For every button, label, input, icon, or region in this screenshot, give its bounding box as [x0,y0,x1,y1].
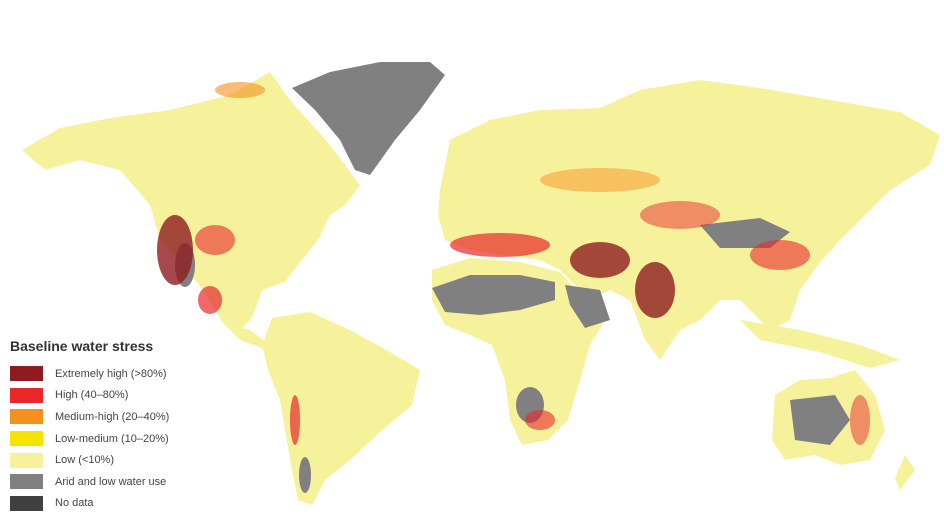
legend-title: Baseline water stress [10,338,154,354]
legend-item-extremely-high: Extremely high (>80%) [8,363,228,385]
canada-arctic-medium-high [215,82,265,98]
north-america [22,72,360,330]
india-extreme [635,262,675,318]
us-central-high [195,225,235,255]
china-high [750,240,810,270]
russia-medium-high [540,168,660,192]
legend-label: Low (<10%) [55,454,115,467]
legend-swatch [10,495,43,511]
us-west-extreme [157,215,193,285]
new-zealand [895,455,915,490]
legend-swatch [10,366,43,382]
legend-swatch [10,452,43,468]
legend-label: Extremely high (>80%) [55,367,167,380]
legend-item-low: Low (<10%) [8,449,228,471]
legend-label: Medium-high (20–40%) [55,410,170,423]
legend-swatch [10,387,43,403]
legend-swatch [10,474,43,490]
greenland [292,62,445,175]
legend-item-medium-high: Medium-high (20–40%) [8,406,228,428]
chile-high [290,395,300,445]
australia-interior [790,395,850,445]
arid-regions [175,62,850,493]
legend-label: Low-medium (10–20%) [55,432,169,445]
legend-label: No data [55,497,94,510]
central-asia-high [640,201,720,229]
central-asia-desert [700,218,790,248]
legend-item-low-medium: Low-medium (10–20%) [8,428,228,450]
legend: Baseline water stress Extremely high (>8… [8,338,228,514]
legend-item-high: High (40–80%) [8,385,228,407]
legend-swatch [10,431,43,447]
sahara [432,275,555,315]
legend-label: High (40–80%) [55,389,129,402]
southern-africa-high [525,410,555,430]
middle-east-extreme [570,242,630,278]
mexico-high [198,286,222,314]
south-america [262,312,420,505]
legend-item-arid: Arid and low water use [8,471,228,493]
high-stress-regions [157,82,870,445]
patagonia [299,457,311,493]
legend-item-no-data: No data [8,493,228,515]
southeast-asia-islands [740,320,900,368]
mediterranean-high [450,233,550,257]
legend-swatch [10,409,43,425]
arabia [565,285,610,328]
australia-east-high [850,395,870,445]
legend-label: Arid and low water use [55,475,167,488]
